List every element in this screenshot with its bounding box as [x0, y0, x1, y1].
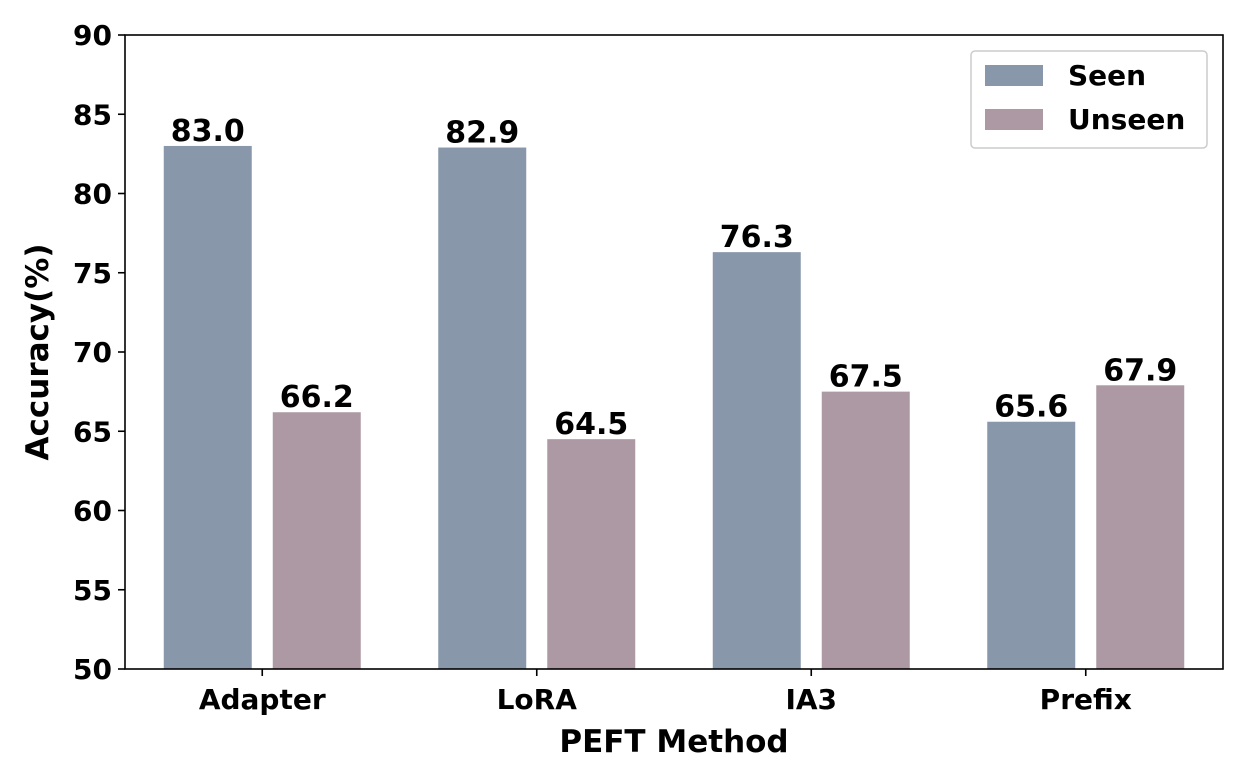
- x-tick-label-ia3: IA3: [785, 683, 837, 716]
- x-axis-title: PEFT Method: [559, 724, 788, 760]
- data-label-unseen-adapter: 66.2: [280, 380, 354, 415]
- y-tick-label-75: 75: [73, 257, 112, 290]
- x-tick-label-adapter: Adapter: [199, 683, 326, 716]
- legend-swatch-unseen: [985, 109, 1043, 130]
- legend-swatch-seen: [985, 65, 1043, 86]
- legend-label-seen: Seen: [1068, 59, 1146, 92]
- y-tick-label-70: 70: [73, 336, 112, 369]
- y-tick-label-50: 50: [73, 653, 112, 686]
- ticks-layer: Adapter LoRA IA3 Prefix 50 55 60 65 70 75 80 85 90: [73, 19, 1132, 716]
- x-tick-label-prefix: Prefix: [1040, 683, 1132, 716]
- legend-label-unseen: Unseen: [1068, 103, 1185, 136]
- y-tick-label-55: 55: [73, 574, 112, 607]
- x-tick-label-lora: LoRA: [497, 683, 578, 716]
- bar-unseen-prefix: [1096, 385, 1185, 669]
- y-tick-label-85: 85: [73, 98, 112, 131]
- data-label-unseen-ia3: 67.5: [829, 360, 903, 395]
- bar-unseen-lora: [547, 439, 636, 669]
- y-tick-label-90: 90: [73, 19, 112, 52]
- bar-seen-ia3: [712, 252, 801, 669]
- labels-layer: 83.0 66.2 82.9 64.5 76.3 67.5 65.6 67.9: [171, 114, 1178, 442]
- y-tick-label-80: 80: [73, 178, 112, 211]
- bars-layer: [163, 145, 1185, 669]
- bar-seen-prefix: [987, 421, 1076, 669]
- data-label-seen-prefix: 65.6: [994, 390, 1068, 425]
- data-label-unseen-lora: 64.5: [554, 407, 628, 442]
- y-tick-label-60: 60: [73, 495, 112, 528]
- data-label-seen-lora: 82.9: [445, 116, 519, 151]
- data-label-seen-adapter: 83.0: [171, 114, 245, 149]
- data-label-seen-ia3: 76.3: [720, 220, 794, 255]
- y-tick-label-65: 65: [73, 415, 112, 448]
- bar-seen-lora: [438, 147, 527, 669]
- data-label-unseen-prefix: 67.9: [1103, 353, 1177, 388]
- bar-seen-adapter: [163, 145, 252, 669]
- y-axis-title: Accuracy(%): [20, 244, 56, 461]
- bar-unseen-ia3: [821, 391, 910, 669]
- legend: Seen Unseen: [970, 50, 1208, 149]
- bar-unseen-adapter: [272, 412, 361, 669]
